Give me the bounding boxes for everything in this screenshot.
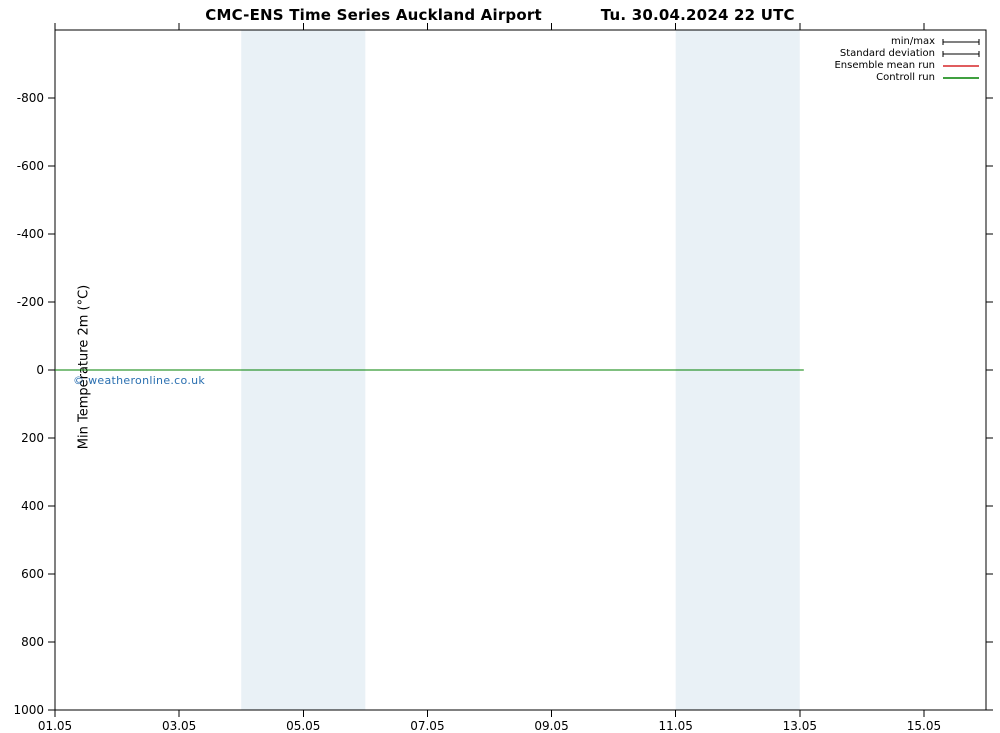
x-tick-label: 03.05: [162, 719, 196, 733]
x-tick-label: 05.05: [286, 719, 320, 733]
y-tick-label: -400: [17, 227, 44, 241]
y-tick-label: 1000: [13, 703, 44, 717]
legend-label: Ensemble mean run: [834, 60, 935, 72]
legend-label: Standard deviation: [840, 48, 935, 60]
legend-item-control_run: Controll run: [834, 72, 981, 84]
x-tick-label: 01.05: [38, 719, 72, 733]
x-tick-label: 09.05: [534, 719, 568, 733]
chart-svg: -800 -600 -400 -200 0 200 400 600 800 1000 01.05 03…: [0, 0, 1000, 733]
legend-swatch: [941, 73, 981, 83]
x-tick-label: 11.05: [658, 719, 692, 733]
y-tick-label: 0: [36, 363, 44, 377]
watermark: © weatheronline.co.uk: [73, 374, 205, 387]
y-tick-label: -200: [17, 295, 44, 309]
legend-swatch: [941, 49, 981, 59]
legend-item-ensemble_mean: Ensemble mean run: [834, 60, 981, 72]
legend-swatch: [941, 61, 981, 71]
legend-label: Controll run: [876, 72, 935, 84]
legend-swatch: [941, 37, 981, 47]
legend: min/maxStandard deviationEnsemble mean r…: [834, 36, 981, 84]
legend-label: min/max: [891, 36, 935, 48]
y-tick-label: -600: [17, 159, 44, 173]
y-tick-label: 200: [21, 431, 44, 445]
x-tick-label: 07.05: [410, 719, 444, 733]
watermark-text: © weatheronline.co.uk: [73, 374, 205, 387]
y-tick-label: 800: [21, 635, 44, 649]
chart-container: CMC-ENS Time Series Auckland Airport Tu.…: [0, 0, 1000, 733]
x-tick-label: 15.05: [907, 719, 941, 733]
y-tick-label: 600: [21, 567, 44, 581]
y-tick-label: -800: [17, 91, 44, 105]
x-tick-label: 13.05: [783, 719, 817, 733]
legend-item-std_dev: Standard deviation: [834, 48, 981, 60]
y-tick-label: 400: [21, 499, 44, 513]
legend-item-minmax: min/max: [834, 36, 981, 48]
